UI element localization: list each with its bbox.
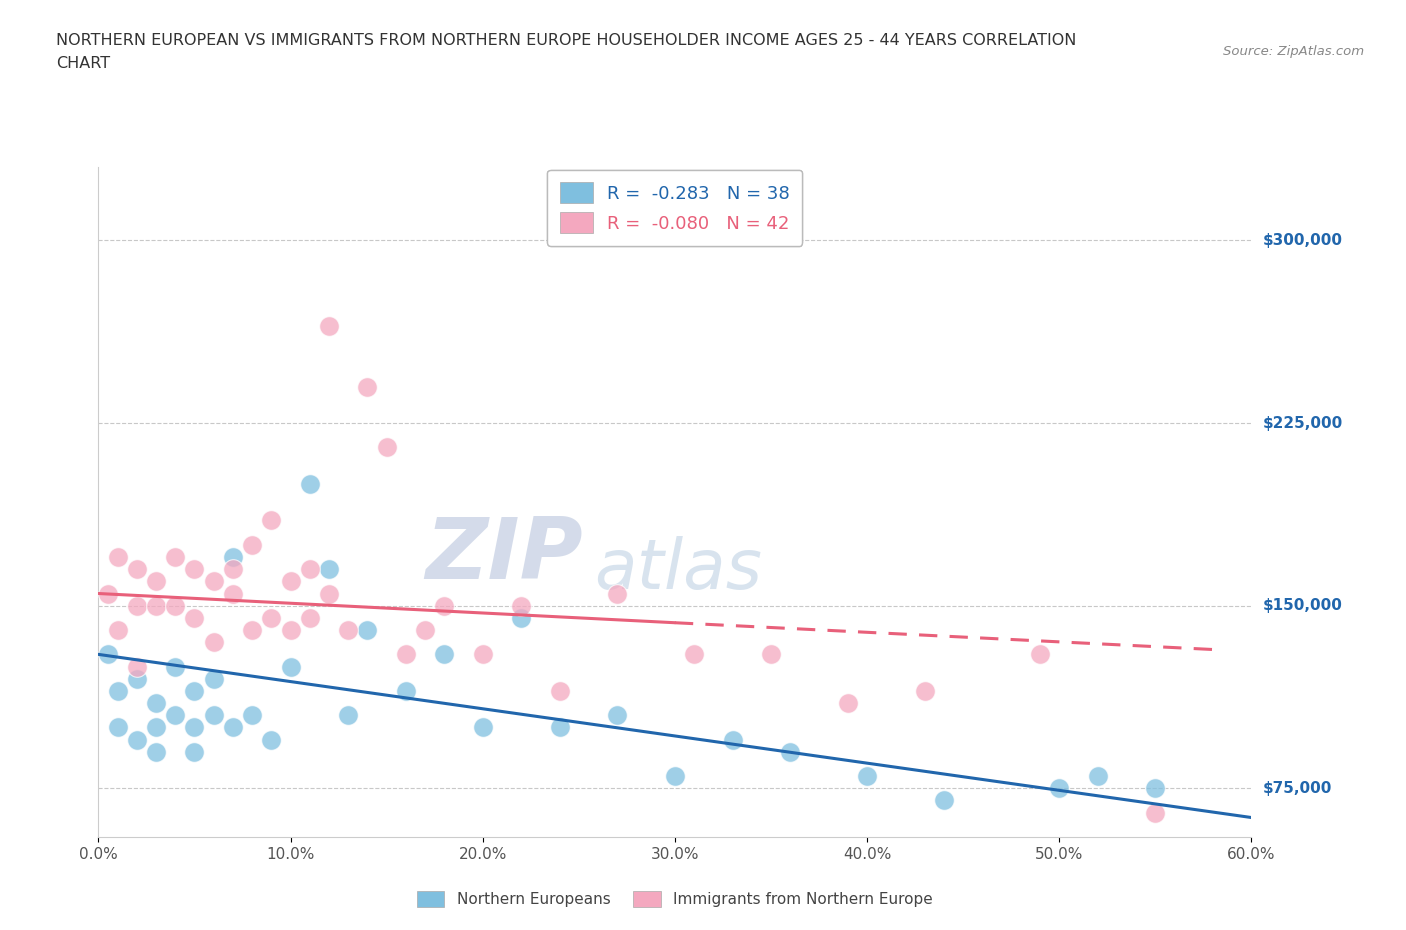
Point xyxy=(1144,805,1167,820)
Point xyxy=(107,684,129,698)
Point xyxy=(97,647,120,662)
Point xyxy=(240,538,263,552)
Point xyxy=(1144,781,1167,796)
Point xyxy=(183,720,205,735)
Point xyxy=(183,684,205,698)
Point xyxy=(165,550,187,565)
Point xyxy=(356,622,378,637)
Point xyxy=(280,574,302,589)
Point xyxy=(318,562,340,577)
Point xyxy=(471,720,494,735)
Text: CHART: CHART xyxy=(56,56,110,71)
Point xyxy=(298,562,321,577)
Text: $75,000: $75,000 xyxy=(1263,781,1331,796)
Point xyxy=(202,671,225,686)
Point xyxy=(298,610,321,625)
Point xyxy=(107,720,129,735)
Point xyxy=(510,610,533,625)
Point xyxy=(202,708,225,723)
Point xyxy=(375,440,398,455)
Point xyxy=(260,513,283,528)
Point xyxy=(145,720,167,735)
Text: Source: ZipAtlas.com: Source: ZipAtlas.com xyxy=(1223,45,1364,58)
Point xyxy=(125,732,148,747)
Text: $150,000: $150,000 xyxy=(1263,598,1343,613)
Point xyxy=(183,744,205,759)
Point xyxy=(1029,647,1052,662)
Point xyxy=(183,610,205,625)
Point xyxy=(837,696,859,711)
Legend: Northern Europeans, Immigrants from Northern Europe: Northern Europeans, Immigrants from Nort… xyxy=(411,884,939,913)
Point xyxy=(183,562,205,577)
Point xyxy=(356,379,378,394)
Point xyxy=(914,684,936,698)
Point xyxy=(721,732,744,747)
Point xyxy=(280,622,302,637)
Point xyxy=(107,622,129,637)
Point xyxy=(202,574,225,589)
Point xyxy=(125,671,148,686)
Point xyxy=(413,622,436,637)
Point xyxy=(222,562,245,577)
Point xyxy=(145,598,167,613)
Text: $225,000: $225,000 xyxy=(1263,416,1343,431)
Point xyxy=(510,598,533,613)
Text: atlas: atlas xyxy=(595,536,762,603)
Point xyxy=(260,732,283,747)
Point xyxy=(932,793,955,808)
Point xyxy=(856,769,879,784)
Point xyxy=(664,769,686,784)
Point xyxy=(260,610,283,625)
Point xyxy=(606,708,628,723)
Point xyxy=(318,318,340,333)
Text: ZIP: ZIP xyxy=(425,514,582,597)
Point xyxy=(107,550,129,565)
Point xyxy=(1047,781,1070,796)
Point xyxy=(125,659,148,674)
Point xyxy=(548,720,571,735)
Point xyxy=(337,708,360,723)
Point xyxy=(471,647,494,662)
Point xyxy=(125,562,148,577)
Point xyxy=(222,720,245,735)
Point xyxy=(280,659,302,674)
Point xyxy=(145,574,167,589)
Point xyxy=(606,586,628,601)
Point xyxy=(165,659,187,674)
Point xyxy=(165,598,187,613)
Point xyxy=(318,586,340,601)
Point xyxy=(145,744,167,759)
Point xyxy=(222,586,245,601)
Point xyxy=(548,684,571,698)
Point xyxy=(240,622,263,637)
Point xyxy=(433,598,456,613)
Point xyxy=(97,586,120,601)
Point xyxy=(683,647,706,662)
Point xyxy=(395,684,418,698)
Text: NORTHERN EUROPEAN VS IMMIGRANTS FROM NORTHERN EUROPE HOUSEHOLDER INCOME AGES 25 : NORTHERN EUROPEAN VS IMMIGRANTS FROM NOR… xyxy=(56,33,1077,47)
Point xyxy=(1087,769,1109,784)
Legend: R =  -0.283   N = 38, R =  -0.080   N = 42: R = -0.283 N = 38, R = -0.080 N = 42 xyxy=(547,170,803,246)
Point xyxy=(337,622,360,637)
Point xyxy=(433,647,456,662)
Point xyxy=(145,696,167,711)
Point xyxy=(165,708,187,723)
Point xyxy=(779,744,801,759)
Point xyxy=(759,647,782,662)
Point xyxy=(240,708,263,723)
Point xyxy=(125,598,148,613)
Point xyxy=(202,635,225,650)
Point xyxy=(222,550,245,565)
Point xyxy=(395,647,418,662)
Text: $300,000: $300,000 xyxy=(1263,232,1343,248)
Point xyxy=(298,476,321,491)
